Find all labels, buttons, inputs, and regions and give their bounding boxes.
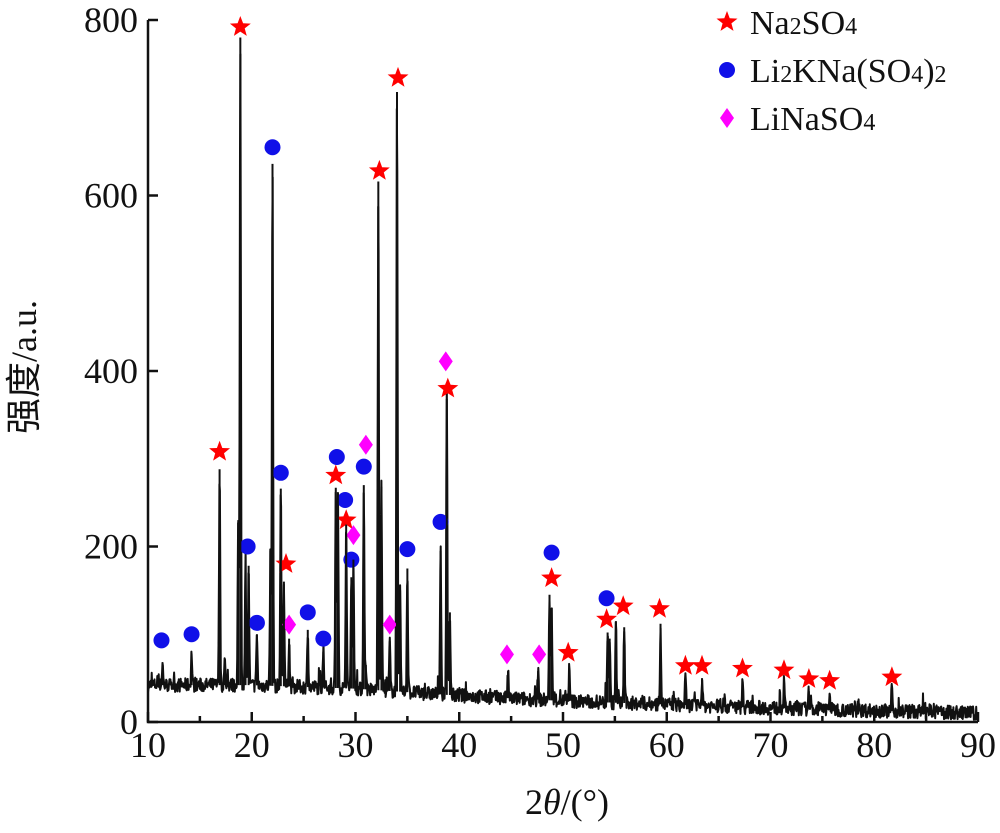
x-tick-label: 60 [649,725,685,765]
x-axis-title-unit: /(°) [561,782,609,822]
star-marker [773,659,795,680]
x-tick-label: 40 [441,725,477,765]
star-marker [325,464,347,485]
star-marker [275,553,297,573]
circle-marker [543,544,560,561]
circle-marker [328,448,345,465]
diamond-marker [382,614,397,635]
xrd-pattern-line [147,53,979,721]
y-tick-label: 0 [120,702,138,742]
circle-marker [315,630,332,647]
x-tick-label: 30 [338,725,374,765]
x-axis-title-prefix: 2 [525,782,543,822]
legend-label-likna: Li2KNa(SO4)2 [750,53,947,90]
star-marker [596,608,617,629]
y-axis-ticks: 0 200 400 600 800 [84,0,158,742]
star-marker [335,509,357,530]
x-tick-label: 80 [856,725,892,765]
star-marker [798,668,820,688]
star-marker [675,654,696,675]
star-marker [612,595,634,616]
x-axis-title: 2θ/(°) [525,782,609,822]
circle-marker [355,458,372,475]
x-axis-title-variable: θ [543,782,561,822]
circle-marker [598,590,615,607]
y-tick-label: 200 [84,527,138,567]
diamond-marker [346,525,361,546]
star-marker [209,440,230,461]
diamond-marker [532,644,547,665]
legend: Na2SO4 Li2KNa(SO4)2 LiNaSO4 [716,5,947,138]
diamond-marker [438,351,453,372]
y-tick-label: 400 [84,351,138,391]
linaso4-legend-symbol [720,108,734,128]
circle-marker [248,614,265,631]
star-marker [229,16,251,36]
legend-label-linaso4: LiNaSO4 [750,101,875,138]
diamond-marker [499,644,514,665]
star-marker [691,654,713,675]
circle-marker [264,139,281,156]
x-axis-ticks: 10 20 30 40 50 60 70 80 90 [130,712,996,765]
star-marker [437,377,459,398]
x-tick-label: 10 [130,725,166,765]
peak-markers [153,16,903,690]
circle-marker [343,551,360,568]
likna-legend-symbol [719,62,735,78]
diamond-marker [358,434,373,455]
x-tick-label: 90 [960,725,996,765]
circle-marker [399,541,416,558]
star-marker [387,66,409,87]
circle-marker [183,626,200,643]
y-tick-label: 800 [84,0,138,40]
circle-marker [337,491,354,508]
star-marker [541,567,562,587]
star-marker [819,669,841,690]
circle-marker [153,632,170,649]
na2so4-legend-symbol [716,11,738,31]
legend-label-na2so4: Na2SO4 [750,5,857,42]
diamond-marker [282,614,297,635]
star-marker [732,657,753,678]
circle-marker [299,604,316,621]
star-marker [649,597,670,618]
star-marker [881,666,903,687]
star-marker [557,641,579,662]
star-marker [368,159,390,180]
circle-marker [239,538,256,555]
y-axis-title: 强度/a.u. [4,300,44,434]
y-tick-label: 600 [84,176,138,216]
circle-marker [272,464,289,481]
circle-marker [432,513,449,530]
x-tick-label: 50 [545,725,581,765]
x-tick-label: 70 [753,725,789,765]
x-tick-label: 20 [234,725,270,765]
